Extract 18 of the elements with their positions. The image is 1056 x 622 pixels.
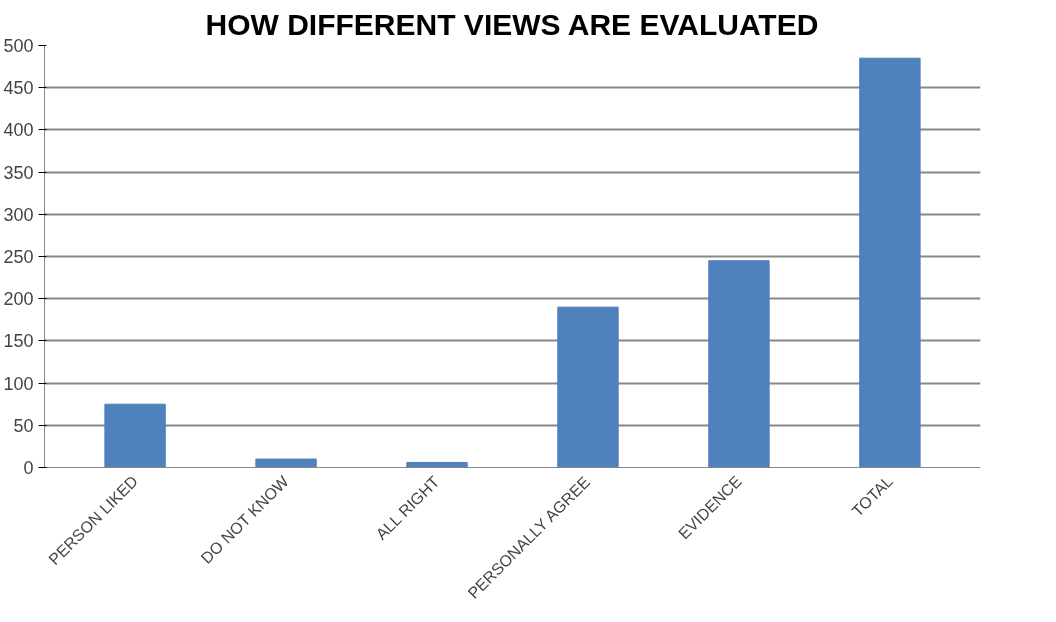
y-tick-label: 450 (3, 78, 34, 99)
y-tick-label: 200 (3, 289, 34, 310)
y-tick-label: 300 (3, 204, 34, 225)
bar (708, 260, 770, 468)
y-tick-label: 150 (3, 331, 34, 352)
bar (255, 458, 317, 468)
y-tick-label: 400 (3, 120, 34, 141)
y-tick-label: 350 (3, 162, 34, 183)
bar (859, 57, 921, 468)
y-tick-label: 50 (13, 415, 34, 436)
bar (104, 403, 166, 468)
y-tick-label: 250 (3, 247, 34, 267)
bar (557, 306, 619, 468)
chart-title: HOW DIFFERENT VIEWS ARE EVALUATED (205, 7, 819, 41)
bar (406, 461, 468, 468)
y-tick-label: 0 (23, 458, 34, 478)
y-tick-label: 100 (3, 373, 34, 394)
y-tick-label: 500 (3, 36, 34, 56)
